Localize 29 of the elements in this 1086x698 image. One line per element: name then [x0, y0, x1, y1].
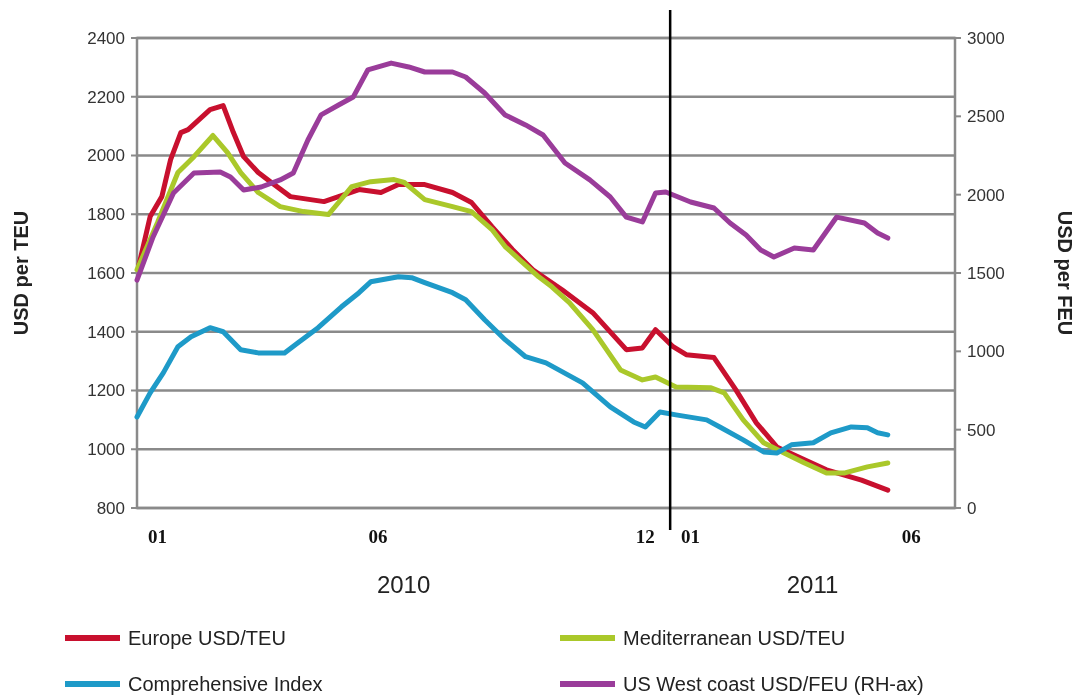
legend-label: US West coast USD/FEU (RH-ax)	[623, 673, 924, 695]
y2-axis-title: USD per FEU	[1054, 210, 1076, 336]
x-tick-label: 06	[368, 526, 388, 547]
y-tick-label: 2000	[87, 146, 125, 166]
text: 2010	[376, 571, 431, 598]
y2-tick-label: 1000	[967, 342, 1005, 362]
y-tick-label: 2200	[87, 87, 125, 107]
y-tick-label: 1000	[87, 440, 125, 460]
y-tick-label: 800	[96, 498, 125, 518]
y-tick-label: 1400	[87, 322, 125, 342]
text: 2011	[786, 571, 839, 598]
y-tick-label: 2400	[87, 28, 125, 48]
x-tick-label: 01	[681, 526, 701, 547]
y2-tick-label: 3000	[967, 28, 1005, 48]
y-tick-label: 1600	[87, 263, 125, 283]
x-tick-label: 12	[635, 526, 655, 547]
x-tick-label: 01	[147, 526, 167, 547]
y-tick-label: 1200	[87, 381, 125, 401]
legend-label: Europe USD/TEU	[128, 627, 286, 649]
y2-tick-label: 500	[967, 420, 996, 440]
y2-tick-label: 1500	[967, 263, 1005, 283]
legend-label: Mediterranean USD/TEU	[623, 627, 846, 649]
x-tick-label: 06	[901, 526, 921, 547]
y2-tick-label: 0	[967, 498, 977, 518]
y2-tick-label: 2500	[967, 107, 1005, 127]
y2-tick-label: 2000	[967, 185, 1005, 205]
y-axis-title: USD per TEU	[10, 210, 32, 336]
y-tick-label: 1800	[87, 205, 125, 225]
legend-label: Comprehensive Index	[128, 673, 323, 695]
